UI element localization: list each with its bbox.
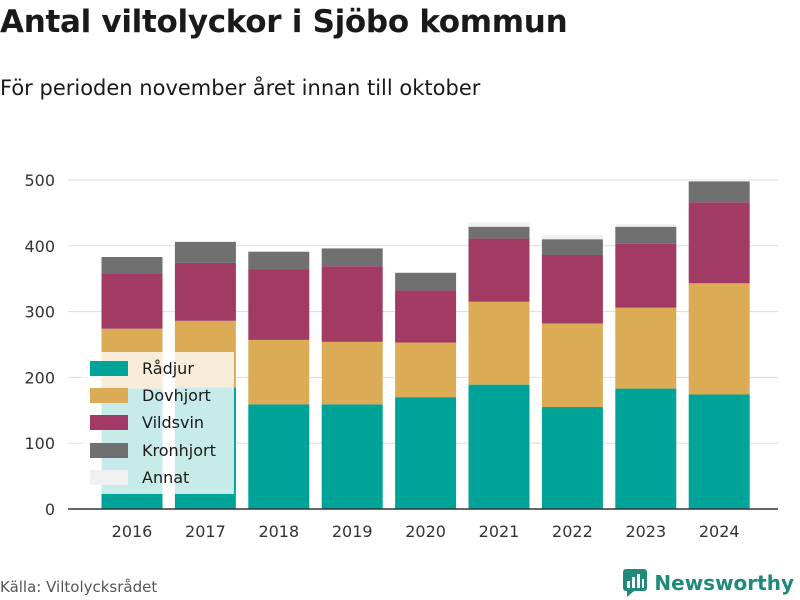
legend-swatch: [90, 415, 128, 431]
newsworthy-logo-icon: [623, 569, 648, 597]
bar-segment: [248, 251, 310, 270]
bar-segment: [615, 388, 677, 509]
bar-segment: [541, 234, 603, 240]
legend-label: Kronhjort: [142, 440, 216, 460]
bar-segment: [321, 341, 383, 405]
legend-swatch: [90, 469, 128, 485]
bar-segment: [395, 342, 457, 398]
x-tick-label: 2022: [552, 522, 593, 541]
bar-segment: [395, 397, 457, 509]
legend-swatch: [90, 388, 128, 404]
chart-legend: Rådjur Dovhjort Vildsvin Kronhjort Annat: [82, 352, 234, 494]
bar-segment: [321, 248, 383, 267]
bar-segment: [101, 273, 163, 329]
bar-segment: [615, 307, 677, 389]
bar-segment: [248, 404, 310, 509]
bar-segment: [615, 224, 677, 227]
legend-item: Dovhjort: [82, 382, 234, 409]
brand-logo: Newsworthy: [622, 568, 794, 598]
bar-segment: [468, 222, 530, 227]
bar-segment: [688, 202, 750, 284]
brand-name: Newsworthy: [654, 571, 794, 595]
bar-segment: [468, 301, 530, 385]
x-tick-label: 2019: [332, 522, 373, 541]
bar-segment: [541, 239, 603, 256]
bar-segment: [174, 262, 236, 321]
legend-item: Annat: [82, 464, 234, 491]
legend-item: Kronhjort: [82, 437, 234, 464]
y-tick-label: 100: [24, 434, 55, 453]
legend-swatch: [90, 442, 128, 458]
x-tick-label: 2017: [185, 522, 226, 541]
bar-segment: [468, 226, 530, 239]
legend-label: Rådjur: [142, 359, 194, 379]
bar-segment: [615, 243, 677, 308]
bar-segment: [468, 384, 530, 509]
bar-segment: [395, 272, 457, 291]
bar-segment: [468, 238, 530, 302]
bar-segment: [688, 181, 750, 203]
y-tick-label: 0: [45, 500, 55, 519]
chart-subtitle: För perioden november året innan till ok…: [0, 76, 481, 100]
bar-segment: [688, 180, 750, 182]
x-tick-label: 2024: [699, 522, 740, 541]
y-tick-label: 400: [24, 237, 55, 256]
legend-label: Annat: [142, 467, 190, 487]
legend-swatch: [90, 361, 128, 377]
bar-segment: [101, 256, 163, 274]
bar-segment: [541, 323, 603, 408]
legend-item: Vildsvin: [82, 409, 234, 436]
bar-segment: [321, 404, 383, 509]
y-tick-label: 300: [24, 303, 55, 322]
legend-item: Rådjur: [82, 355, 234, 382]
x-tick-label: 2018: [258, 522, 299, 541]
legend-label: Vildsvin: [142, 413, 205, 433]
chart-title: Antal viltolyckor i Sjöbo kommun: [0, 4, 568, 40]
bar-segment: [541, 255, 603, 324]
x-tick-label: 2023: [625, 522, 666, 541]
legend-label: Dovhjort: [142, 386, 211, 406]
x-tick-label: 2021: [479, 522, 520, 541]
bar-segment: [395, 290, 457, 343]
bar-segment: [248, 339, 310, 405]
source-note: Källa: Viltolycksrådet: [0, 578, 158, 596]
y-tick-label: 200: [24, 368, 55, 387]
bar-segment: [248, 269, 310, 340]
bar-segment: [321, 266, 383, 342]
x-tick-label: 2020: [405, 522, 446, 541]
bar-segment: [688, 283, 750, 395]
bar-segment: [615, 226, 677, 244]
y-tick-label: 500: [24, 171, 55, 190]
x-tick-label: 2016: [112, 522, 153, 541]
bar-segment: [174, 241, 236, 263]
bar-segment: [541, 407, 603, 509]
bar-segment: [688, 394, 750, 509]
